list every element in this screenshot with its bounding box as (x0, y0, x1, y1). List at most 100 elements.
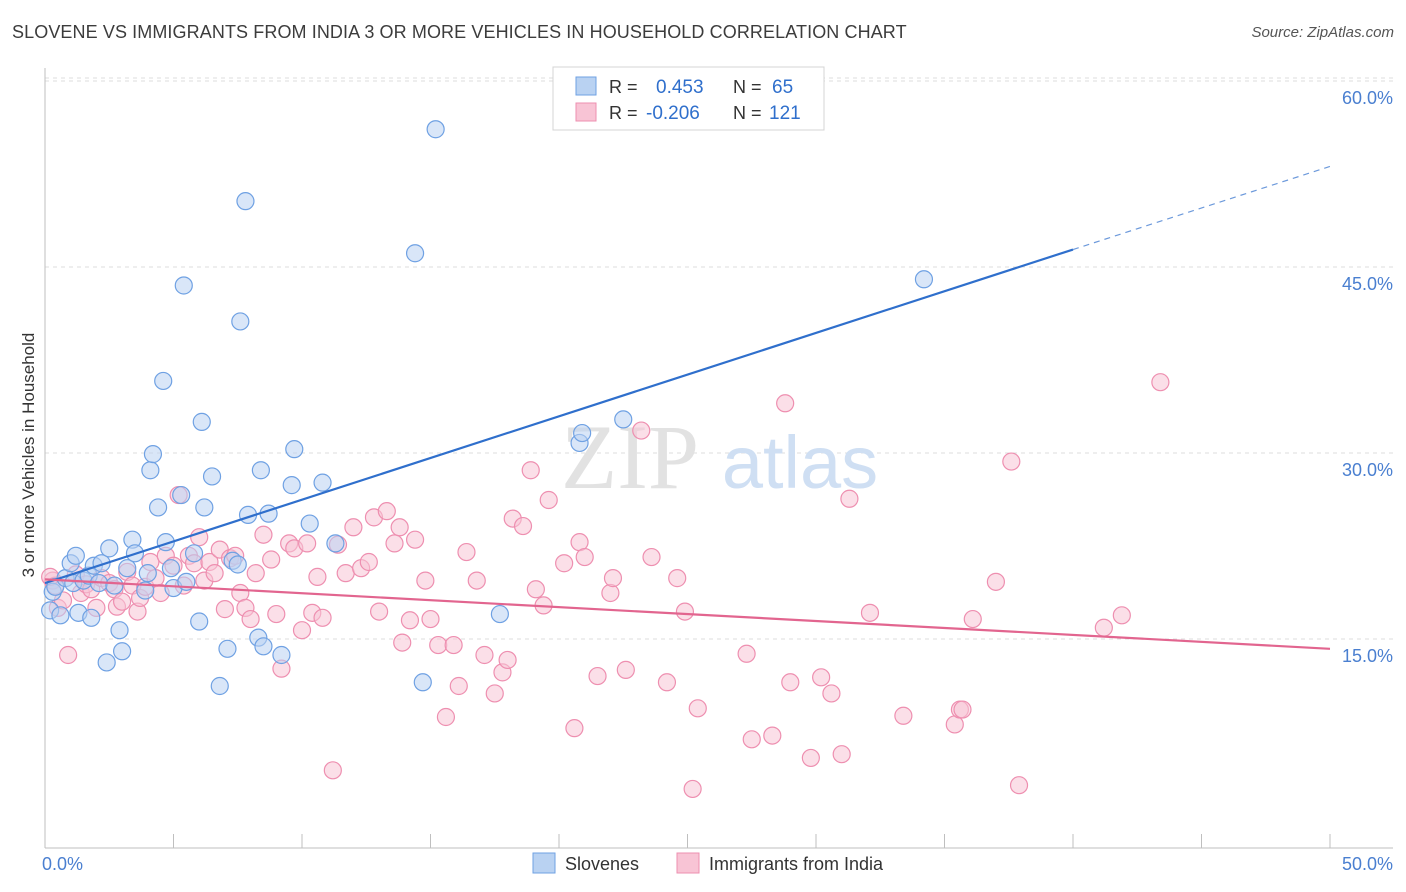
legend-n-value: 65 (772, 77, 793, 98)
india-point (436, 707, 456, 727)
india-point (763, 726, 782, 745)
legend-n-label: N = (733, 103, 762, 123)
slovenes-point (138, 564, 157, 583)
india-point (336, 564, 355, 583)
watermark: ZIP atlas (561, 406, 878, 508)
slovenes-point (118, 559, 137, 578)
slovenes-point (413, 673, 432, 692)
slovenes-point (236, 192, 255, 211)
india-point (254, 525, 273, 544)
india-point (539, 490, 558, 510)
india-point (832, 745, 851, 764)
india-point (742, 730, 761, 749)
slovenes-point (143, 445, 163, 464)
india-point (390, 518, 409, 537)
india-point (475, 645, 494, 665)
slovenes-point (490, 604, 509, 624)
legend-top: R = 0.453 N = 65 R = -0.206 N = 121 (552, 66, 825, 131)
india-point (344, 518, 363, 537)
slovenes-point (136, 581, 155, 600)
india-point (555, 554, 574, 573)
india-point (860, 603, 880, 622)
series-slovenes-points (41, 120, 934, 696)
legend-r-value: -0.206 (646, 103, 700, 124)
india-point (393, 633, 412, 652)
slovenes-point (202, 467, 222, 486)
slovenes-point (51, 606, 70, 625)
india-point (400, 611, 420, 630)
india-point (444, 635, 463, 655)
legend-r-label: R = (609, 103, 638, 123)
india-point (429, 635, 448, 655)
india-point (457, 542, 476, 562)
slovenes-trend-extension (1072, 165, 1331, 251)
india-point (292, 621, 312, 640)
india-point (526, 580, 545, 599)
legend-bottom-label-slovenes: Slovenes (565, 854, 639, 874)
axes (44, 68, 1393, 849)
india-point (575, 547, 594, 567)
slovenes-point (914, 270, 934, 289)
india-point (262, 550, 281, 569)
india-point (421, 609, 440, 629)
slovenes-point (148, 498, 168, 517)
slovenes-point (405, 244, 425, 263)
legend-swatch-pink (575, 102, 597, 122)
india-point (781, 673, 800, 692)
slovenes-point (614, 410, 633, 429)
india-point (1009, 776, 1029, 795)
slovenes-point (282, 476, 301, 495)
india-point (840, 489, 859, 508)
legend-n-value: 121 (769, 103, 801, 124)
india-point (267, 604, 286, 624)
india-point (405, 530, 425, 549)
india-point (603, 569, 623, 588)
india-point (812, 668, 831, 687)
slovenes-point (97, 653, 116, 672)
india-point (513, 516, 533, 536)
slovenes-point (195, 498, 214, 517)
slovenes-point (285, 440, 304, 459)
india-point (323, 761, 342, 780)
y-tick-labels: 15.0% 30.0% 45.0% 60.0% (1342, 88, 1393, 666)
slovenes-point (154, 371, 173, 391)
india-point (588, 666, 607, 686)
india-point (521, 461, 540, 480)
slovenes-point (184, 544, 204, 563)
india-point (498, 650, 517, 670)
legend-bottom-swatch-india (676, 852, 700, 874)
india-point (308, 567, 327, 586)
slovenes-point (426, 120, 445, 139)
legend-bottom-label-india: Immigrants from India (709, 854, 884, 874)
india-point (416, 571, 435, 590)
india-point (1151, 373, 1170, 392)
india-point (112, 592, 132, 611)
legend-n-label: N = (733, 77, 762, 97)
india-point (986, 572, 1006, 591)
india-point (953, 700, 972, 719)
india-point (359, 552, 378, 572)
slovenes-point (254, 637, 273, 656)
india-point (59, 645, 78, 665)
india-point (675, 602, 695, 621)
india-point (894, 706, 913, 725)
x-tick-labels: 0.0% 50.0% (42, 854, 1393, 874)
slovenes-point (174, 276, 193, 295)
india-point (370, 602, 389, 621)
gridlines (45, 77, 1393, 640)
india-point (467, 571, 486, 590)
slovenes-point (326, 534, 345, 553)
slovenes-point (66, 546, 85, 565)
india-point (241, 609, 260, 629)
slovenes-point (300, 514, 319, 533)
slovenes-point (192, 412, 211, 431)
slovenes-point (228, 555, 247, 574)
slovenes-point (141, 461, 160, 480)
trend-lines (44, 165, 1331, 650)
india-point (657, 673, 677, 692)
india-point (190, 528, 209, 547)
slovenes-point (172, 485, 191, 505)
legend-r-value: 0.453 (656, 77, 704, 98)
india-point (668, 569, 687, 588)
